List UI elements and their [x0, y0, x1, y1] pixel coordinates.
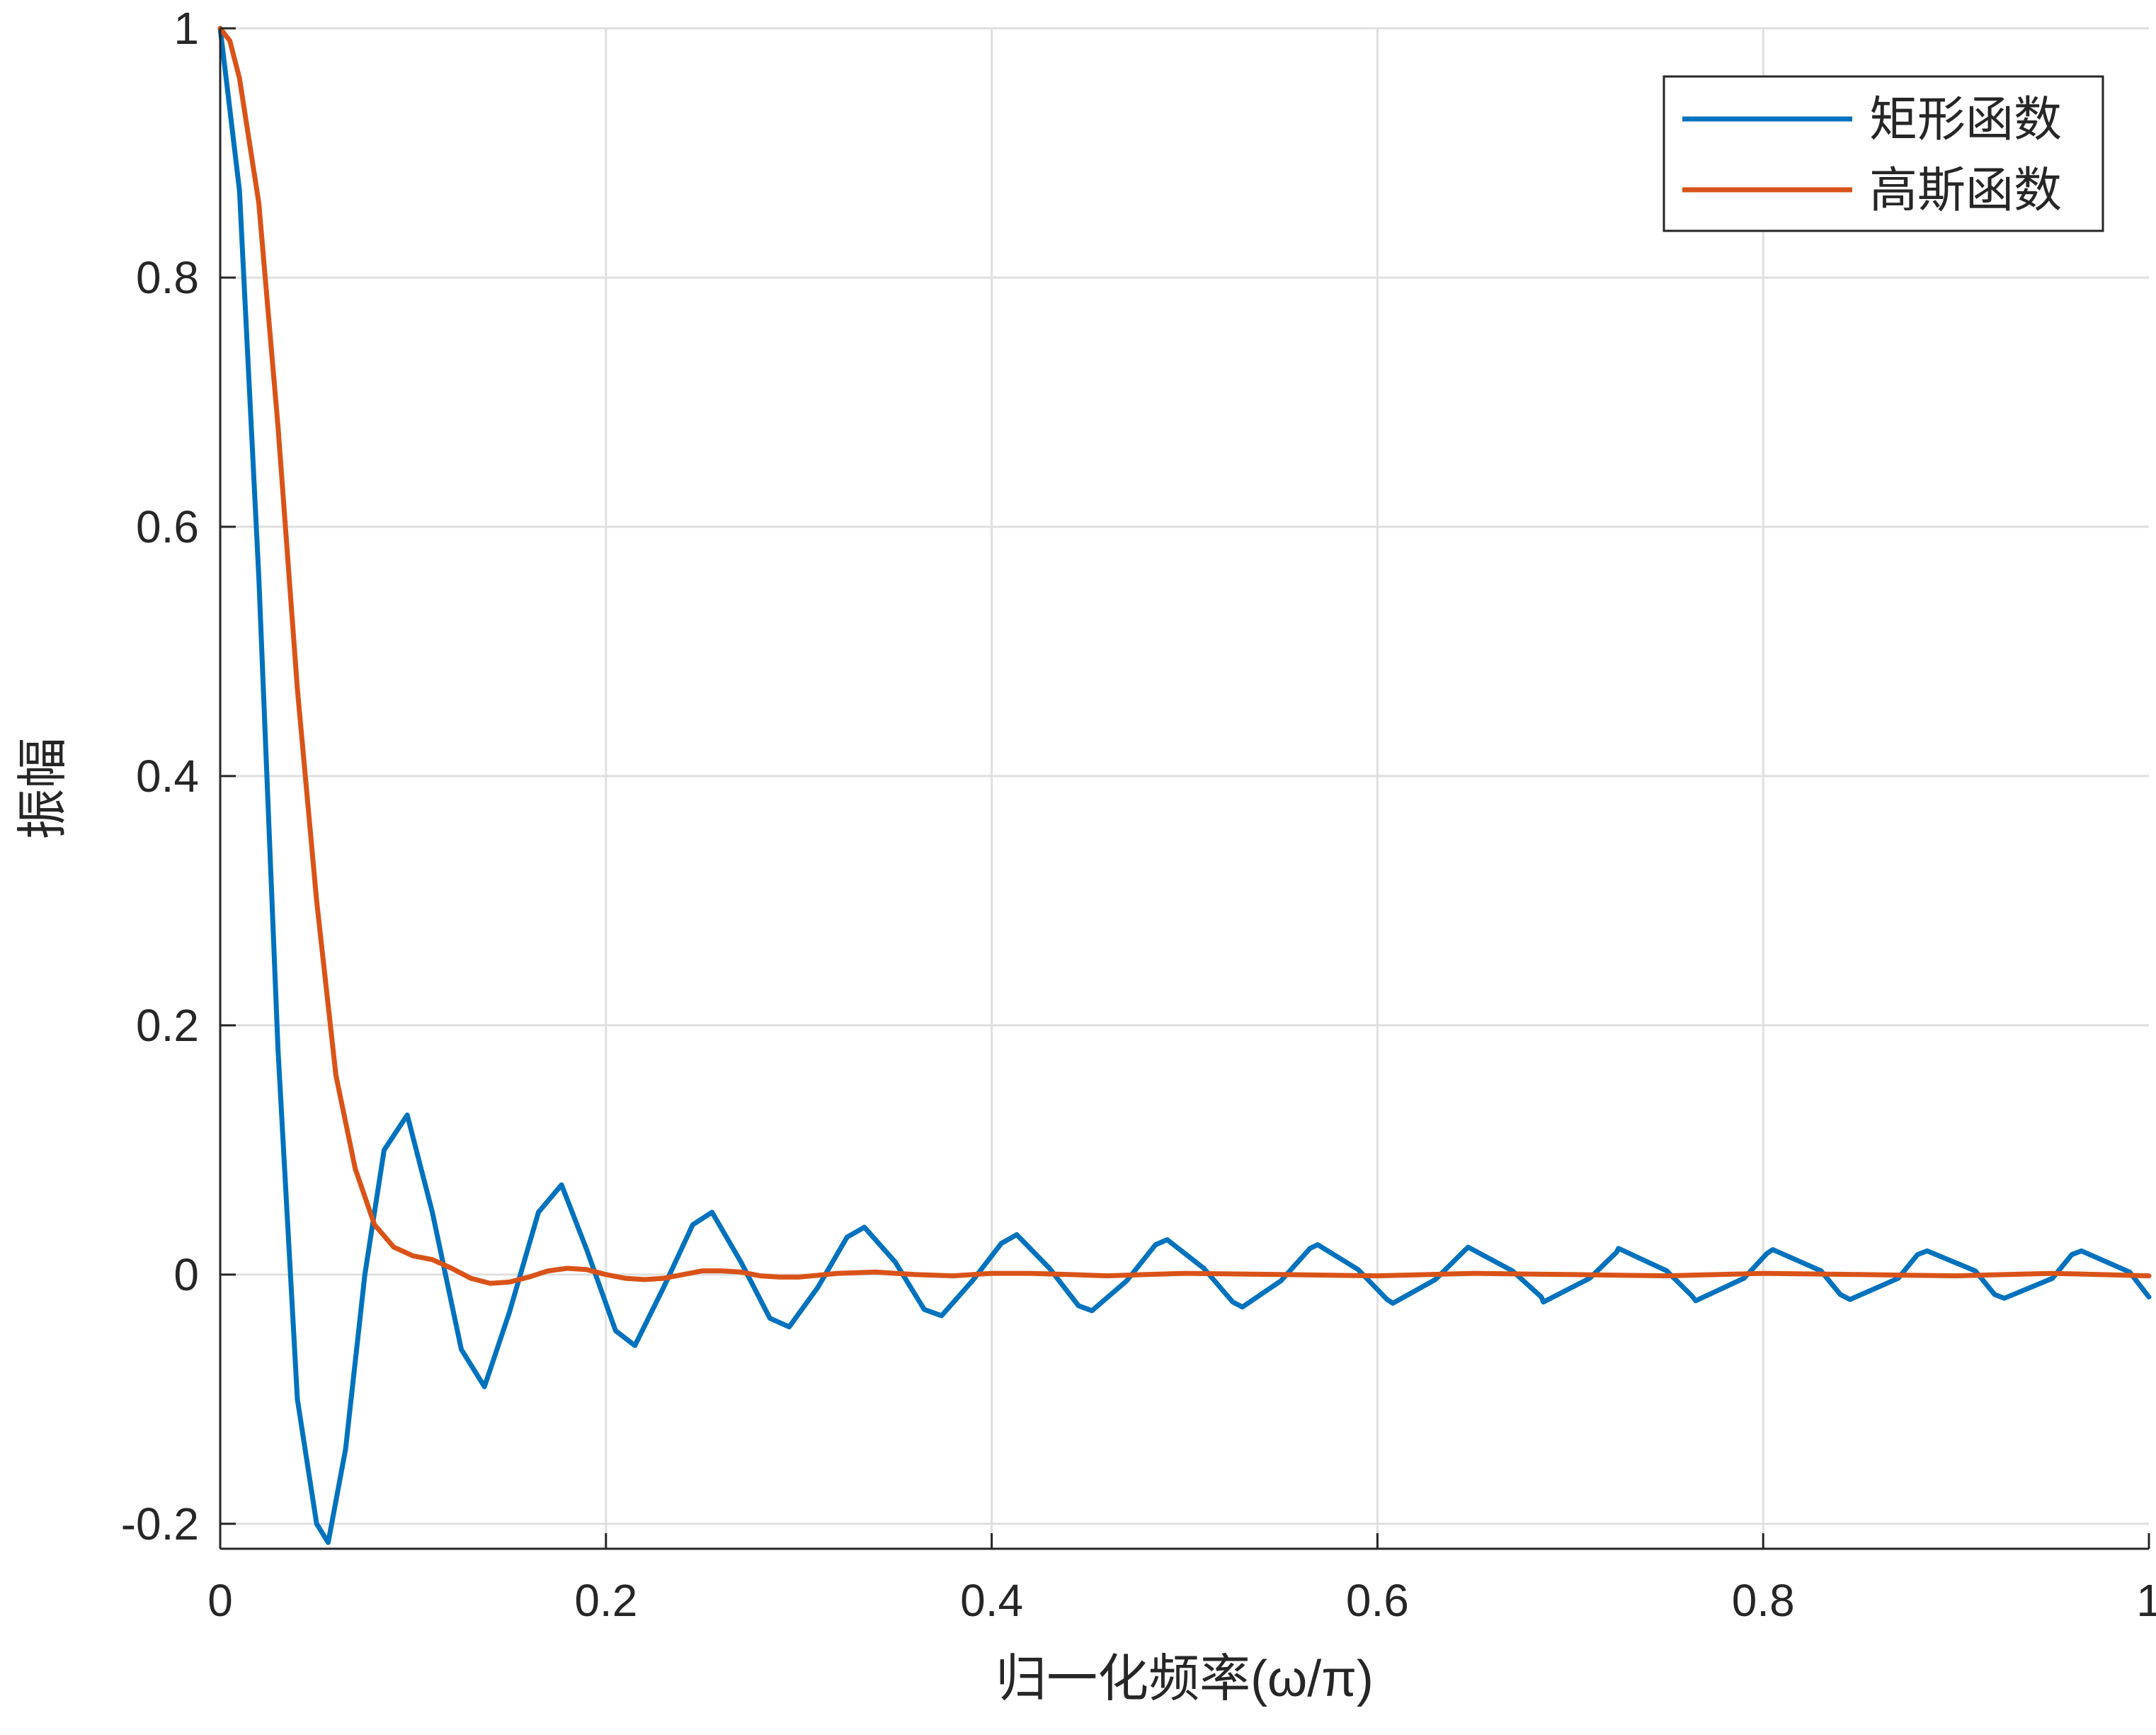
series-layer	[217, 25, 2152, 1545]
y-tick-label: 1	[173, 3, 199, 54]
x-tick-label: 1	[2136, 1575, 2156, 1626]
axes	[219, 27, 2150, 1550]
x-tick-label: 0.2	[574, 1575, 637, 1626]
y-axis-label: 振幅	[15, 737, 72, 839]
x-tick-label: 0.4	[960, 1575, 1023, 1626]
series-line-rect	[217, 25, 2152, 1545]
x-axis-label: 归一化频率(ω/π)	[996, 1651, 1374, 1707]
y-tick-label: 0.2	[136, 1000, 199, 1051]
legend-entry-gauss: 高斯函数	[1869, 164, 2062, 217]
x-tick-label: 0.6	[1346, 1575, 1409, 1626]
legend-box	[1662, 75, 2104, 232]
y-tick-label: -0.2	[121, 1498, 199, 1549]
legend-entry-rect: 矩形函数	[1869, 93, 2062, 147]
y-tick-label: 0.6	[136, 501, 199, 552]
series-line-gauss	[217, 25, 2152, 1286]
x-tick-label: 0	[207, 1575, 233, 1626]
y-tick-labels: -0.2 0 0.2 0.4 0.6 0.8 1	[121, 3, 199, 1549]
legend[interactable]: 矩形函数 高斯函数	[1662, 75, 2104, 232]
y-tick-label: 0.8	[136, 252, 199, 303]
y-tick-label: 0	[173, 1249, 199, 1300]
x-tick-label: 0.8	[1732, 1575, 1795, 1626]
x-tick-labels: 0 0.2 0.4 0.6 0.8 1	[207, 1575, 2156, 1626]
y-tick-label: 0.4	[136, 751, 199, 802]
